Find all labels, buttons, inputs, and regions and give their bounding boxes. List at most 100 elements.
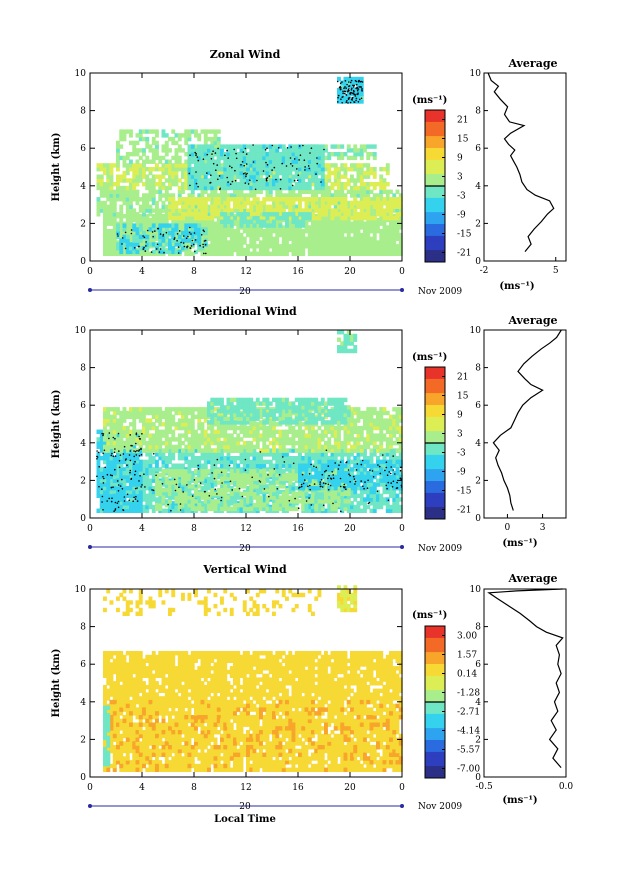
heatmap-cell	[125, 486, 130, 491]
heatmap-cell	[181, 238, 185, 243]
heatmap-cell	[125, 456, 130, 461]
heatmap-cell	[359, 163, 364, 168]
heatmap-cell	[242, 215, 247, 221]
heatmap-cell	[294, 144, 299, 149]
heatmap-cell	[200, 174, 205, 179]
heatmap-cell	[220, 182, 224, 187]
contour-mark	[244, 172, 246, 174]
heatmap-cell	[376, 208, 380, 213]
heatmap-cell	[262, 167, 267, 172]
heatmap-cell	[353, 182, 358, 187]
heatmap-cell	[337, 459, 341, 465]
heatmap-cell	[317, 247, 322, 253]
contour-mark	[231, 166, 233, 169]
heatmap-cell	[314, 170, 319, 176]
heatmap-cell	[210, 247, 215, 253]
heatmap-cell	[343, 236, 348, 241]
heatmap-cell	[125, 189, 130, 194]
heatmap-cell	[307, 167, 312, 172]
heatmap-cell	[122, 238, 127, 243]
heatmap-cell	[129, 474, 133, 480]
heatmap-cell	[216, 208, 221, 213]
colorbar-segment	[425, 159, 445, 163]
heatmap-cell	[119, 456, 124, 461]
contour-mark	[358, 86, 361, 88]
heatmap-cell	[203, 227, 208, 232]
heatmap-cell	[346, 76, 351, 82]
contour-mark	[344, 86, 346, 88]
heatmap-cell	[177, 249, 182, 255]
heatmap-cell	[281, 229, 286, 234]
heatmap-cell	[385, 197, 390, 202]
heatmap-cell	[275, 459, 280, 465]
contour-mark	[262, 170, 265, 172]
heatmap-cell	[187, 238, 192, 243]
contour-mark	[279, 188, 282, 190]
contour-mark	[290, 146, 292, 148]
heatmap-cell	[343, 76, 348, 82]
heatmap-cell	[249, 152, 254, 157]
contour-mark	[188, 172, 191, 175]
heatmap-cell	[314, 148, 319, 153]
heatmap-cell	[350, 452, 354, 457]
heatmap-cell	[288, 182, 293, 187]
heatmap-cell	[324, 247, 328, 253]
contour-mark	[145, 241, 147, 243]
heatmap-cell	[226, 193, 231, 198]
heatmap-cell	[168, 242, 172, 247]
heatmap-cell	[398, 212, 403, 217]
heatmap-cell	[161, 459, 166, 465]
heatmap-cell	[376, 225, 380, 230]
heatmap-cell	[210, 251, 215, 256]
heatmap-cell	[343, 185, 348, 191]
heatmap-cell	[372, 236, 377, 241]
heatmap-cell	[223, 185, 228, 191]
heatmap-cell	[168, 197, 172, 202]
heatmap-cell	[288, 193, 293, 198]
heatmap-cell	[161, 204, 166, 209]
contour-mark	[177, 246, 180, 248]
heatmap-cell	[213, 208, 218, 213]
heatmap-cell	[226, 459, 231, 465]
heatmap-cell	[158, 227, 163, 232]
heatmap-cell	[119, 189, 124, 194]
heatmap-cell	[333, 197, 338, 202]
heatmap-cell	[301, 163, 306, 168]
heatmap-cell	[255, 225, 260, 230]
heatmap-cell	[106, 497, 111, 502]
heatmap-cell	[106, 185, 111, 191]
heatmap-cell	[125, 474, 130, 480]
contour-mark	[241, 161, 244, 163]
heatmap-cell	[366, 221, 371, 226]
heatmap-cell	[252, 236, 257, 241]
heatmap-cell	[148, 193, 153, 198]
heatmap-cell	[200, 212, 205, 217]
heatmap-cell	[327, 155, 332, 161]
heatmap-cell	[171, 504, 176, 510]
heatmap-cell	[229, 215, 234, 221]
heatmap-cell	[395, 456, 400, 461]
heatmap-cell	[142, 182, 146, 187]
heatmap-cell	[99, 467, 104, 472]
heatmap-cell	[353, 229, 358, 234]
heatmap-cell	[340, 232, 345, 238]
heatmap-cell	[122, 174, 127, 179]
heatmap-cell	[359, 508, 364, 513]
heatmap-cell	[376, 467, 380, 472]
heatmap-cell	[194, 148, 198, 153]
heatmap-cell	[392, 508, 397, 513]
heatmap-cell	[278, 185, 283, 191]
heatmap-cell	[278, 452, 283, 457]
heatmap-cell	[138, 227, 143, 232]
average-y-tick-label: 10	[470, 69, 482, 79]
heatmap-cell	[242, 167, 247, 172]
heatmap-cell	[129, 229, 133, 234]
heatmap-cell	[119, 144, 124, 149]
heatmap-cell	[132, 193, 137, 198]
heatmap-cell	[181, 225, 185, 230]
heatmap-cell	[161, 133, 166, 138]
contour-mark	[242, 151, 245, 153]
heatmap-cell	[197, 152, 202, 157]
heatmap-cell	[324, 212, 328, 217]
